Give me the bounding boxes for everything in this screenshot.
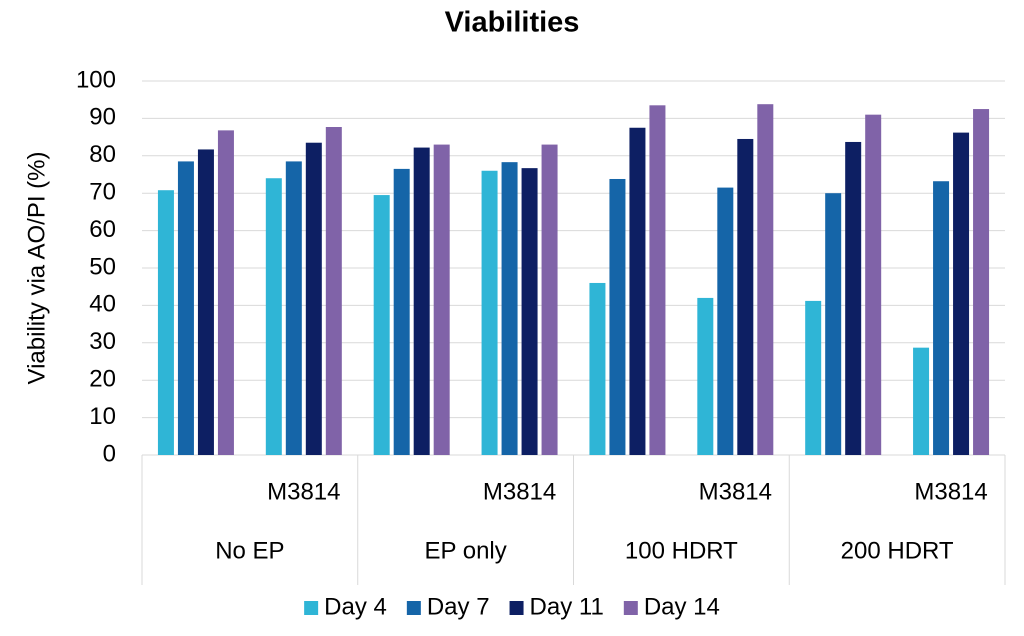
bar — [933, 181, 950, 455]
bar — [825, 193, 842, 455]
legend-label: Day 14 — [644, 593, 720, 620]
legend-label: Day 7 — [427, 593, 490, 620]
y-axis-label: Viability via AO/PI (%) — [23, 152, 50, 385]
y-tick-label: 80 — [89, 141, 116, 168]
legend-swatch — [304, 601, 319, 615]
y-tick-label: 20 — [89, 366, 116, 393]
bar — [609, 178, 626, 455]
y-tick-label: 100 — [76, 66, 116, 93]
bar — [157, 190, 174, 455]
x-tick-label: M3814 — [914, 478, 987, 505]
group-label: EP only — [424, 537, 506, 564]
bar — [433, 144, 450, 455]
bar — [373, 195, 390, 455]
bar — [629, 127, 646, 455]
bar — [913, 347, 930, 455]
bar — [805, 300, 822, 455]
y-tick-label: 50 — [89, 253, 116, 280]
bar — [521, 168, 538, 455]
x-tick-label: M3814 — [483, 478, 556, 505]
legend-swatch — [406, 601, 421, 615]
legend-label: Day 11 — [530, 593, 604, 620]
bar — [697, 297, 714, 455]
chart-title: Viabilities — [445, 7, 580, 39]
y-tick-label: 30 — [89, 328, 116, 355]
y-tick-label: 90 — [89, 104, 116, 131]
group-label: No EP — [215, 537, 284, 564]
bar — [953, 132, 970, 455]
bar — [265, 178, 282, 456]
bar — [865, 114, 882, 455]
y-tick-label: 60 — [89, 216, 116, 243]
bar — [393, 168, 410, 455]
bar — [285, 161, 302, 455]
y-tick-label: 40 — [89, 291, 116, 318]
bar — [177, 161, 194, 455]
y-tick-label: 70 — [89, 179, 116, 206]
group-label: 200 HDRT — [841, 537, 954, 564]
bar — [217, 130, 234, 456]
bar — [197, 149, 214, 455]
legend-label: Day 4 — [324, 593, 387, 620]
y-tick-label: 0 — [103, 440, 116, 467]
bar — [305, 142, 322, 455]
legend-swatch — [623, 601, 638, 615]
bar — [589, 282, 606, 455]
x-tick-label: M3814 — [267, 478, 340, 505]
bar — [325, 127, 342, 455]
bar — [413, 147, 430, 455]
bar — [717, 187, 734, 455]
legend-swatch — [509, 601, 524, 615]
y-tick-label: 10 — [89, 403, 116, 430]
bar — [757, 104, 774, 456]
bar — [649, 105, 666, 455]
bar — [973, 109, 990, 456]
bar — [481, 170, 498, 455]
bar — [501, 162, 518, 455]
bar — [845, 141, 862, 455]
group-label: 100 HDRT — [625, 537, 738, 564]
x-tick-label: M3814 — [699, 478, 772, 505]
bar — [737, 138, 754, 455]
bar — [541, 144, 558, 455]
